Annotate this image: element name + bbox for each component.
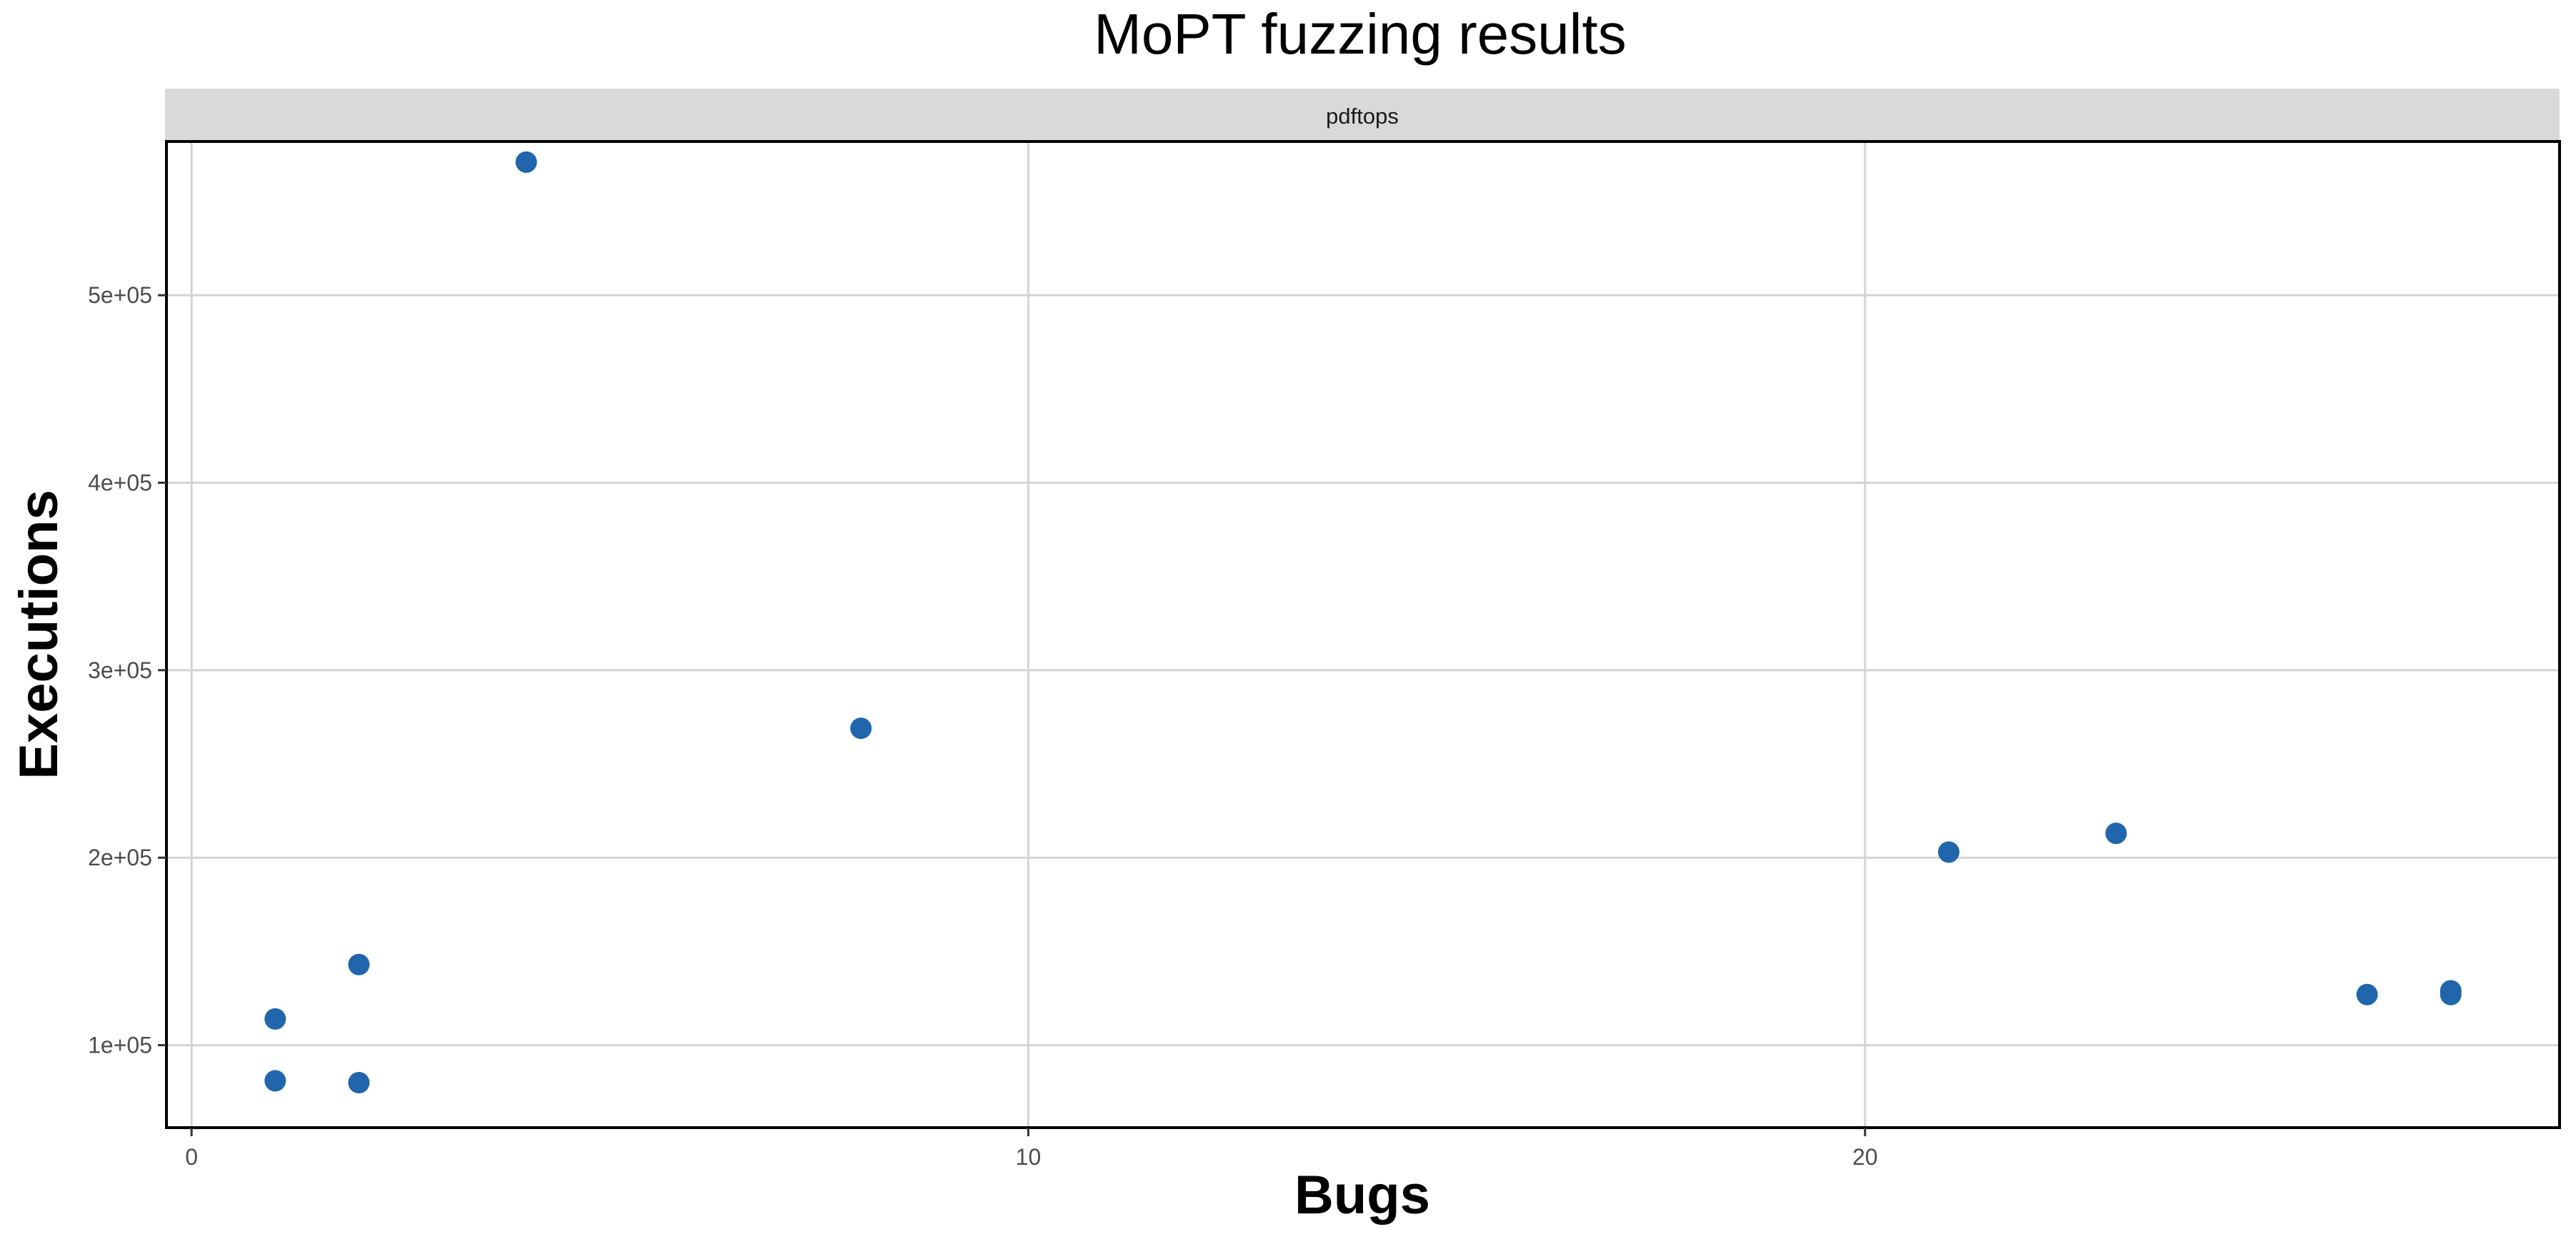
facet-strip	[165, 89, 2560, 140]
panel-border	[165, 140, 2561, 1129]
data-point	[850, 717, 872, 740]
data-point	[264, 1070, 286, 1092]
x-axis-label: Bugs	[1294, 1165, 1430, 1226]
y-tick-label: 1e+05	[88, 1033, 152, 1058]
y-tick-label: 2e+05	[88, 845, 152, 870]
chart-title: MoPT fuzzing results	[1094, 2, 1626, 66]
axis-ticks: 0 10 20 1e+05 2e+05 3e+05 4e+05 5e+05	[88, 282, 1877, 1170]
y-tick-label: 5e+05	[88, 282, 152, 308]
y-axis-label: Executions	[9, 490, 69, 779]
data-point	[348, 953, 370, 975]
data-point	[2105, 823, 2127, 845]
data-points	[264, 151, 2462, 1094]
data-point	[348, 1072, 370, 1094]
data-point	[1937, 841, 1960, 863]
data-point	[264, 1008, 286, 1030]
grid-lines	[166, 141, 2560, 1128]
y-tick-label: 3e+05	[88, 657, 152, 683]
facet-label: pdftops	[1326, 104, 1399, 129]
x-tick-label: 0	[185, 1144, 198, 1170]
data-point	[2356, 983, 2378, 1005]
data-point	[2440, 983, 2462, 1005]
x-tick-label: 10	[1016, 1144, 1042, 1170]
data-point	[515, 151, 537, 173]
x-tick-label: 20	[1852, 1144, 1878, 1170]
y-tick-label: 4e+05	[88, 470, 152, 495]
